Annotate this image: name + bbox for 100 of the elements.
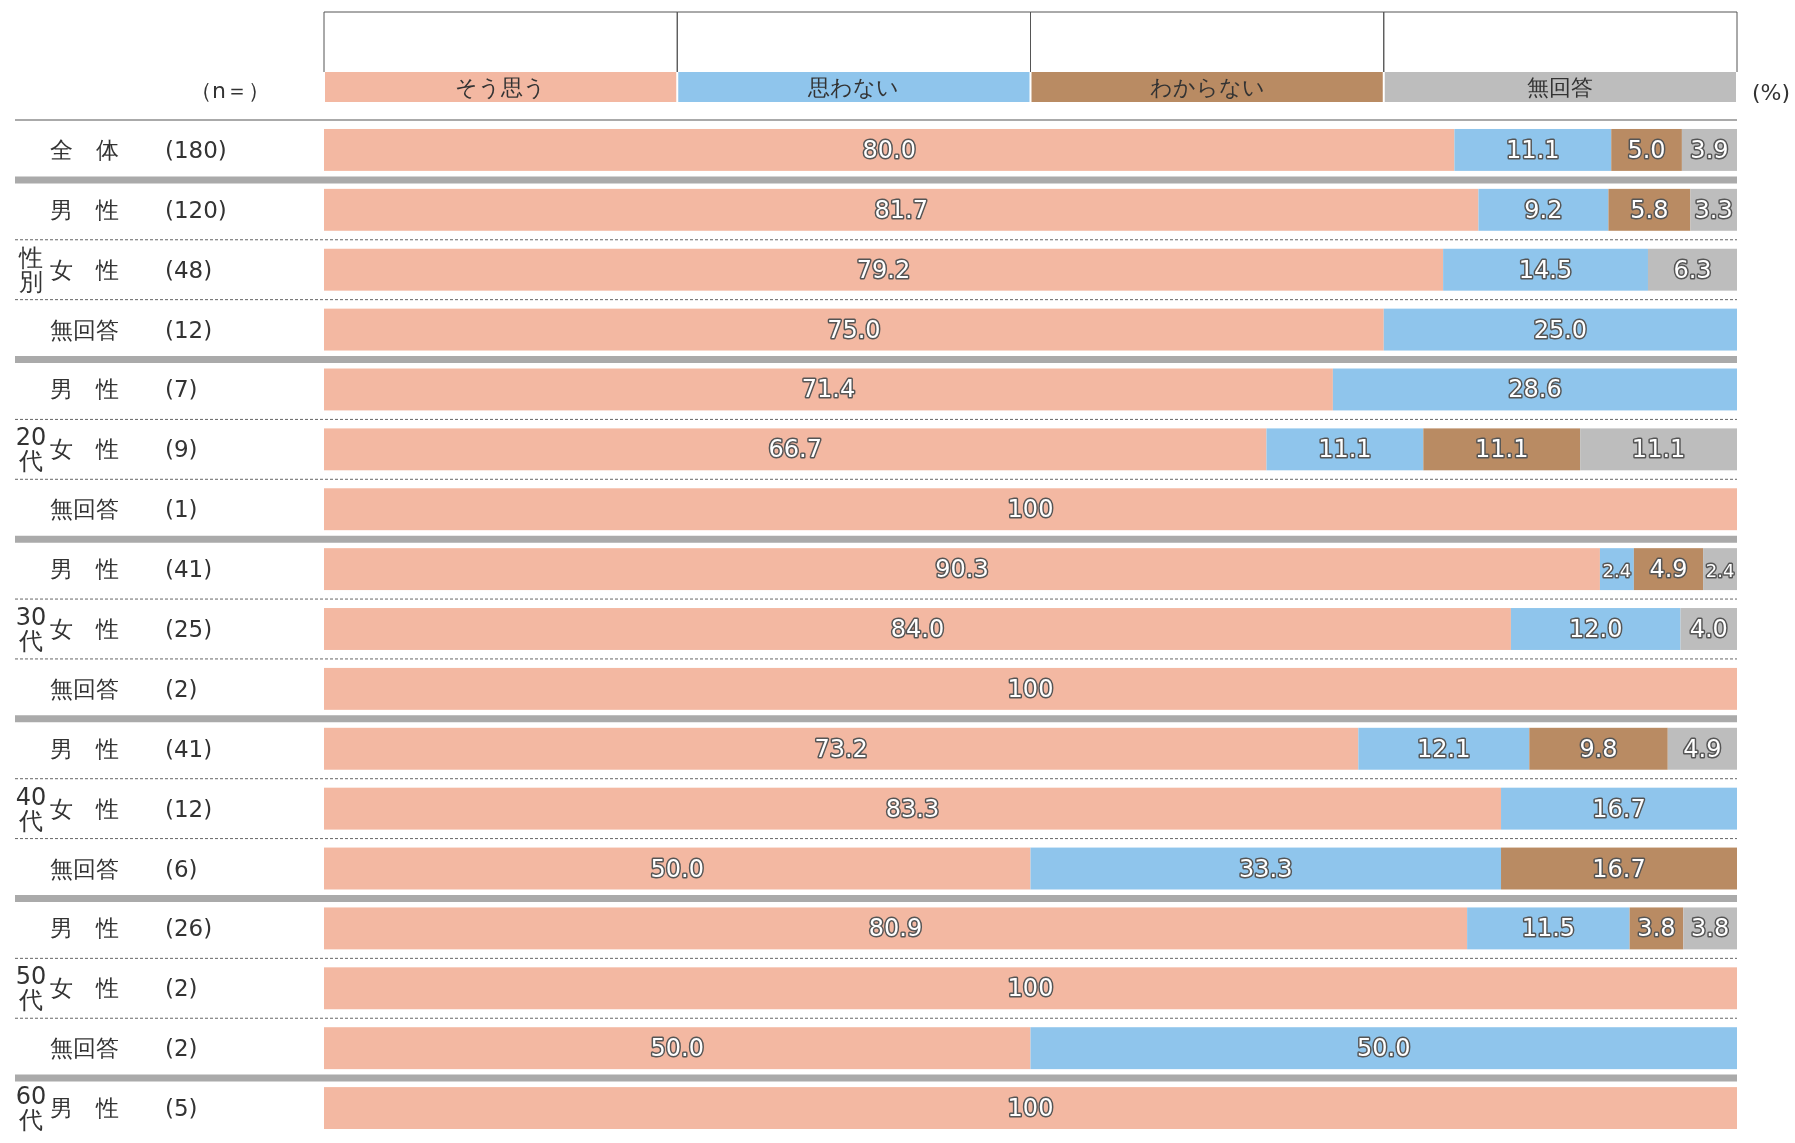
data-label: 11.1 bbox=[1318, 435, 1372, 464]
data-label: 100 bbox=[1007, 495, 1054, 524]
bar bbox=[324, 188, 1479, 231]
bar bbox=[324, 308, 1384, 351]
series-label: そう思う bbox=[455, 75, 547, 100]
bar bbox=[1501, 847, 1737, 890]
bar bbox=[1423, 428, 1581, 471]
y-tick-label: 無回答 (6) bbox=[50, 855, 198, 882]
data-label: 11.1 bbox=[1475, 435, 1529, 464]
bar bbox=[1467, 907, 1630, 950]
y-tick-label: 男 性 (120) bbox=[50, 196, 227, 223]
text: 20代 bbox=[15, 423, 47, 476]
data-label: 73.2 bbox=[814, 734, 868, 763]
bar bbox=[324, 128, 1455, 171]
bar bbox=[1266, 428, 1424, 471]
bar bbox=[1529, 727, 1668, 770]
y-tick-label: 男 性 (7) bbox=[50, 376, 198, 403]
text: 30代 bbox=[15, 603, 47, 655]
data-label: 5.8 bbox=[1630, 195, 1669, 224]
data-label: 16.7 bbox=[1592, 854, 1646, 883]
y-tick-label: 男 性 (26) bbox=[50, 915, 213, 942]
data-label: 9.8 bbox=[1579, 734, 1618, 763]
data-label: 100 bbox=[1007, 974, 1054, 1003]
text: 40代 bbox=[15, 782, 47, 835]
data-label: 9.2 bbox=[1524, 195, 1563, 224]
bar bbox=[324, 1027, 1031, 1070]
data-label: 75.0 bbox=[827, 315, 881, 344]
y-tick-label: 無回答 (2) bbox=[50, 1035, 198, 1062]
text: 60代 bbox=[15, 1082, 47, 1135]
y-tick-label: 無回答 (2) bbox=[50, 675, 198, 702]
bar bbox=[1332, 368, 1737, 411]
data-label: 28.6 bbox=[1508, 375, 1562, 404]
y-tick-label: 女 性 (9) bbox=[50, 436, 198, 463]
text: わからない bbox=[1149, 75, 1265, 100]
bar bbox=[1358, 727, 1530, 770]
y-tick-label: 全 体 (180) bbox=[50, 136, 227, 163]
data-label: 33.3 bbox=[1239, 854, 1293, 883]
bar bbox=[1501, 787, 1737, 830]
data-label: 100 bbox=[1007, 674, 1054, 703]
bar bbox=[324, 1087, 1737, 1130]
data-label: 83.3 bbox=[885, 794, 940, 823]
text: 性別 bbox=[18, 243, 43, 296]
data-label: 79.2 bbox=[856, 255, 911, 284]
bar bbox=[324, 787, 1502, 830]
bar bbox=[324, 667, 1737, 710]
y-tick-label: 女 性 (25) bbox=[50, 616, 213, 642]
data-label: 80.9 bbox=[868, 914, 923, 943]
bar bbox=[324, 727, 1359, 770]
y-tick-label: 無回答 (1) bbox=[50, 496, 198, 523]
bar bbox=[324, 907, 1468, 950]
bar bbox=[324, 488, 1737, 531]
data-label: 81.7 bbox=[874, 195, 928, 224]
y-tick-label: 女 性 (2) bbox=[50, 975, 198, 1002]
bar bbox=[324, 608, 1511, 650]
data-label: 25.0 bbox=[1533, 315, 1588, 344]
bar bbox=[324, 368, 1333, 411]
data-label: 3.3 bbox=[1694, 195, 1733, 224]
data-label: 5.0 bbox=[1627, 135, 1666, 164]
data-label: 3.8 bbox=[1691, 914, 1730, 943]
data-label: 11.1 bbox=[1631, 435, 1686, 464]
data-label: 6.3 bbox=[1673, 255, 1712, 284]
bar bbox=[324, 847, 1031, 890]
y-tick-label: 男 性 (41) bbox=[50, 735, 213, 762]
data-label: 50.0 bbox=[650, 1034, 704, 1063]
data-label: 50.0 bbox=[650, 854, 704, 883]
bar bbox=[324, 248, 1444, 291]
text: 思わない bbox=[807, 75, 900, 100]
data-label: 50.0 bbox=[1357, 1034, 1411, 1063]
data-label: 2.4 bbox=[1602, 560, 1632, 582]
data-label: 12.0 bbox=[1568, 615, 1623, 643]
y-tick-label: 男 性 (5) bbox=[50, 1095, 198, 1122]
data-label: 100 bbox=[1007, 1094, 1054, 1123]
data-label: 84.0 bbox=[890, 615, 945, 643]
bar bbox=[1478, 188, 1609, 231]
bar bbox=[1580, 428, 1737, 471]
bar bbox=[324, 428, 1267, 471]
bar bbox=[324, 967, 1737, 1010]
text: (%) bbox=[1751, 80, 1790, 105]
bar bbox=[1383, 308, 1737, 351]
text: 無回答 bbox=[1527, 75, 1594, 100]
data-label: 80.0 bbox=[862, 135, 916, 164]
data-label: 4.9 bbox=[1649, 555, 1688, 584]
y-tick-label: 男 性 (41) bbox=[50, 556, 213, 583]
bar bbox=[324, 548, 1600, 591]
data-label: 11.1 bbox=[1506, 135, 1560, 164]
y-tick-label: 女 性 (48) bbox=[50, 256, 213, 283]
y-tick-label: 女 性 (12) bbox=[50, 795, 213, 822]
data-label: 71.4 bbox=[801, 375, 856, 404]
text: 50代 bbox=[15, 962, 47, 1015]
text: （n＝） bbox=[190, 78, 270, 103]
bar bbox=[1454, 128, 1612, 171]
bar bbox=[1030, 1027, 1737, 1070]
data-label: 14.5 bbox=[1518, 255, 1573, 284]
bar bbox=[1443, 248, 1648, 291]
data-label: 12.1 bbox=[1417, 734, 1471, 763]
data-label: 11.5 bbox=[1521, 914, 1576, 943]
data-label: 3.9 bbox=[1690, 135, 1729, 164]
data-label: 16.7 bbox=[1592, 794, 1646, 823]
bar bbox=[1030, 847, 1502, 890]
data-label: 66.7 bbox=[768, 435, 822, 464]
